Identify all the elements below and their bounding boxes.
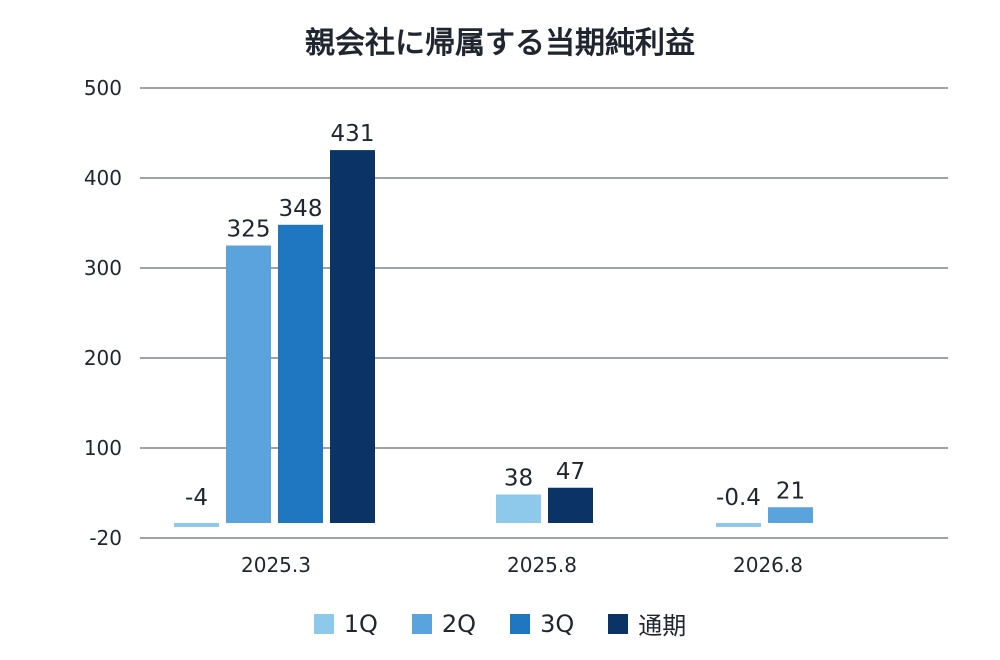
data-label: 325 <box>227 217 271 243</box>
bar <box>496 494 541 523</box>
data-label: 431 <box>331 121 375 147</box>
x-tick-label: 2025.8 <box>507 553 577 577</box>
legend-swatch <box>510 613 531 634</box>
legend-label: 通期 <box>638 612 687 640</box>
data-label: -0.4 <box>716 485 761 511</box>
data-label: 21 <box>776 478 805 504</box>
bar <box>716 523 761 527</box>
y-tick-label: 200 <box>84 346 122 370</box>
data-label: 38 <box>504 466 533 492</box>
legend-item: 1Q <box>313 606 378 641</box>
legend-swatch <box>608 613 629 634</box>
x-tick-label: 2026.8 <box>733 553 803 577</box>
legend-label: 3Q <box>540 609 575 638</box>
bar <box>174 523 219 527</box>
legend-item: 3Q <box>510 606 574 641</box>
data-label: 348 <box>279 196 323 222</box>
data-label: -4 <box>185 485 208 511</box>
legend-label: 1Q <box>343 609 378 638</box>
y-tick-label: 500 <box>84 76 122 100</box>
bar <box>548 487 593 523</box>
data-label: 47 <box>556 459 585 485</box>
x-tick-label: 2025.3 <box>241 553 311 577</box>
y-tick-label: -20 <box>89 526 122 550</box>
legend: 1Q 2Q 3Q 通期 <box>0 606 1000 641</box>
legend-item: 2Q <box>411 606 477 641</box>
y-tick-label: 400 <box>84 166 122 190</box>
bar <box>768 507 813 523</box>
y-tick-label: 300 <box>84 256 122 280</box>
legend-label: 2Q <box>441 609 477 638</box>
y-tick-label: 100 <box>84 436 122 460</box>
legend-swatch <box>313 613 334 634</box>
bar <box>278 224 323 524</box>
legend-swatch <box>411 613 432 634</box>
bar <box>330 150 375 523</box>
chart-title: 親会社に帰属する当期純利益 <box>305 26 695 61</box>
bar <box>226 245 271 523</box>
legend-item: 通期 <box>608 606 686 641</box>
